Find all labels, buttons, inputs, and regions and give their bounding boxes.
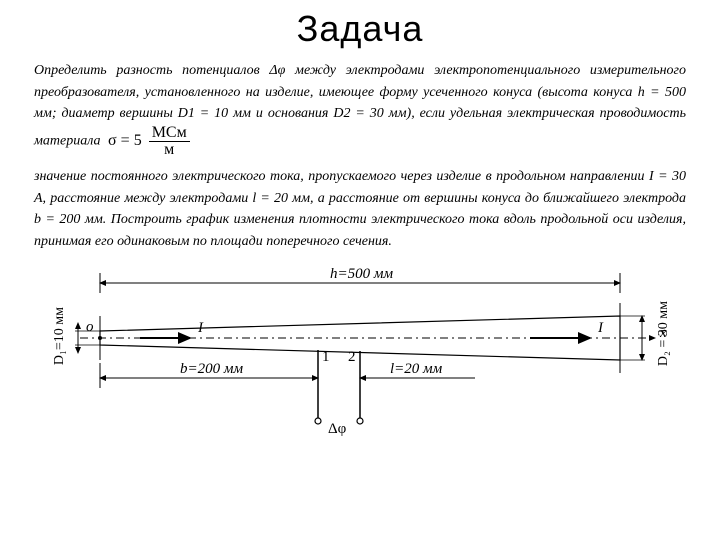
l-label: l=20 мм [390,361,442,378]
paragraph-2: значение постоянного электрического тока… [34,166,686,253]
problem-text: Определить разность потенциалов Δφ между… [0,50,720,253]
i-label-right: I [598,320,603,337]
delta-phi-label: Δφ [328,421,346,438]
electrode-1-label: 1 [322,349,330,366]
cone-diagram: h=500 мм b=200 мм l=20 мм o x I I 1 2 Δφ… [30,263,690,453]
page-title: Задача [0,8,720,50]
electrode-2-terminal [357,418,363,424]
d2-label: D₂ = 30 мм [656,301,672,366]
conductivity-formula: σ = 5 МСм м [108,125,190,158]
electrode-1-terminal [315,418,321,424]
formula-fraction: МСм м [149,125,190,158]
h-label: h=500 мм [330,266,393,283]
formula-numerator: МСм [149,125,190,142]
d1-label: D₁=10 мм [52,307,68,365]
i-label-left: I [198,320,203,337]
formula-lhs: σ = 5 [108,132,142,149]
origin-label: o [86,319,94,336]
origin-dot [98,336,102,340]
diagram-svg [30,263,690,453]
electrode-2-label: 2 [348,349,356,366]
b-label: b=200 мм [180,361,243,378]
formula-denominator: м [149,142,190,158]
